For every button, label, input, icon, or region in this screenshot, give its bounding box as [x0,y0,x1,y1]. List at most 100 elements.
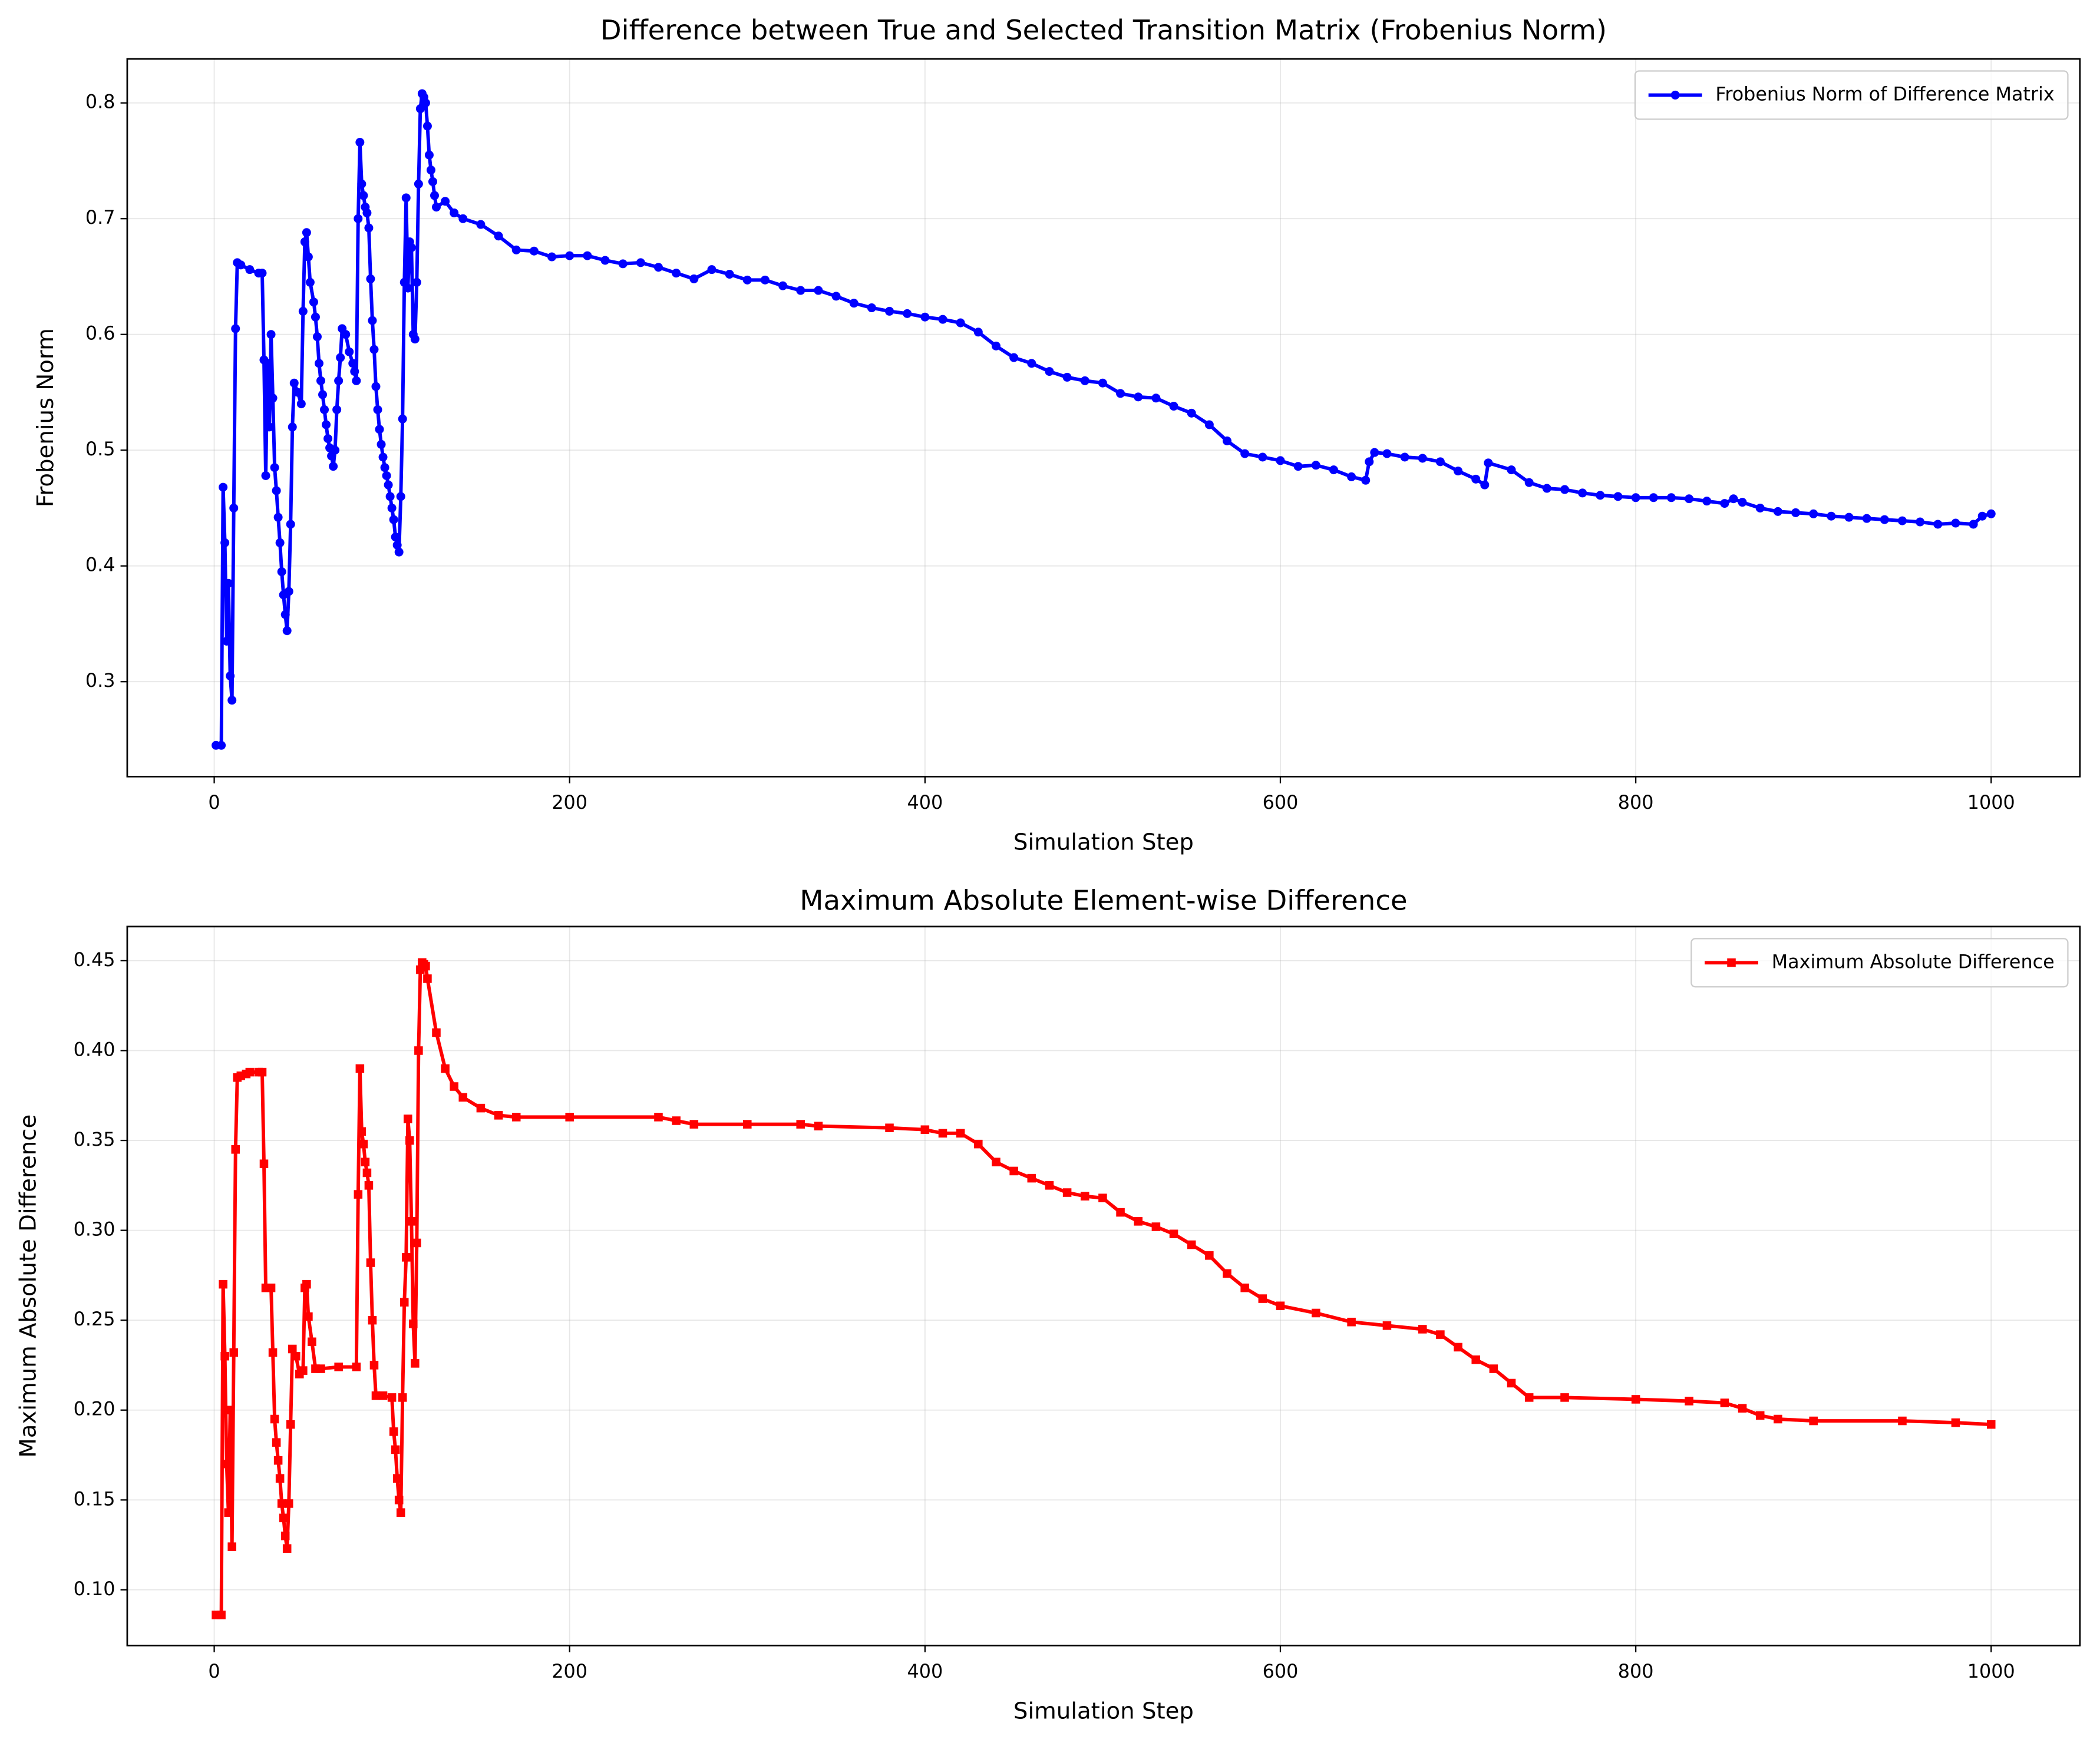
marker [387,503,397,512]
marker [1080,376,1089,385]
marker [231,1145,240,1154]
marker [403,1115,412,1123]
marker [920,312,930,322]
marker [1720,499,1729,508]
marker [217,740,226,750]
marker [1098,378,1107,388]
marker [280,610,290,619]
marker [1134,392,1143,402]
marker [1116,1208,1125,1217]
x-axis-label: Simulation Step [1013,829,1194,855]
marker [329,462,338,471]
marker [299,1366,308,1375]
marker [707,265,716,275]
marker [229,503,239,512]
marker [1329,465,1338,475]
marker [814,286,823,295]
marker [565,1113,574,1122]
marker [280,1532,290,1540]
marker [689,1120,699,1129]
marker [392,540,402,550]
marker [428,177,437,186]
marker [1418,1325,1427,1334]
marker [1454,467,1463,476]
marker [1738,498,1747,507]
marker [224,578,233,588]
marker [1205,1251,1214,1260]
x-axis-label: Simulation Step [1013,1698,1194,1725]
marker [362,1168,372,1178]
marker [354,214,363,223]
marker [302,1279,311,1289]
marker [1400,452,1409,462]
marker [226,671,235,680]
x-tick-label: 0 [208,791,220,814]
marker [1489,1364,1498,1373]
marker [286,1420,295,1429]
marker [377,439,386,449]
marker [760,275,770,285]
marker [259,1159,269,1168]
marker [1009,353,1019,362]
legend: Frobenius Norm of Difference Matrix [1634,70,2069,120]
marker [1951,518,1960,528]
marker [282,1544,292,1553]
legend-label: Maximum Absolute Difference [1772,950,2055,973]
marker [796,286,805,295]
marker [689,274,699,283]
marker [1382,449,1392,458]
marker [314,359,323,368]
x-tick-label: 800 [1618,1660,1654,1682]
marker [725,270,734,279]
marker [1578,488,1587,498]
marker [320,405,329,414]
marker [229,1348,238,1357]
y-tick-label: 0.40 [74,1038,115,1060]
marker [1702,497,1712,506]
marker [421,98,430,108]
x-tick-label: 400 [907,791,943,814]
marker [1045,1181,1054,1190]
legend-marker [1727,958,1736,967]
marker [1382,1321,1392,1330]
marker [288,422,297,432]
marker [336,353,345,362]
marker [219,1279,227,1289]
marker [1844,512,1854,522]
marker [368,1315,377,1325]
marker [399,1298,409,1307]
marker [1484,458,1493,468]
marker [494,1111,503,1120]
marker [331,445,340,455]
marker [672,1116,681,1125]
marker [298,306,308,316]
marker [292,1351,301,1361]
marker [1258,1294,1267,1303]
marker [219,482,228,492]
marker [1631,1395,1640,1404]
marker [1151,393,1161,403]
marker [303,252,313,262]
marker [1666,493,1676,502]
marker [796,1120,805,1129]
marker [1311,461,1320,470]
marker [1986,509,1996,518]
chart: 0 200 400 600 800 1000 0.10 0.15 0.20 0.25 0.30 0.3… [15,885,2081,1725]
marker [364,1181,374,1190]
marker [1471,474,1481,484]
marker [410,335,420,344]
marker [389,1427,398,1436]
marker [742,1120,752,1129]
marker [282,626,292,636]
plot-area [212,958,1996,1619]
marker [992,1158,1001,1166]
marker [270,1414,279,1424]
chart-title: Maximum Absolute Element-wise Difference [800,885,1407,917]
marker [394,1496,404,1504]
marker [341,330,351,339]
y-tick-label: 0.30 [74,1218,115,1241]
x-tick-label: 0 [208,1660,220,1682]
marker [583,251,592,260]
marker [441,197,450,206]
marker [1897,516,1907,525]
